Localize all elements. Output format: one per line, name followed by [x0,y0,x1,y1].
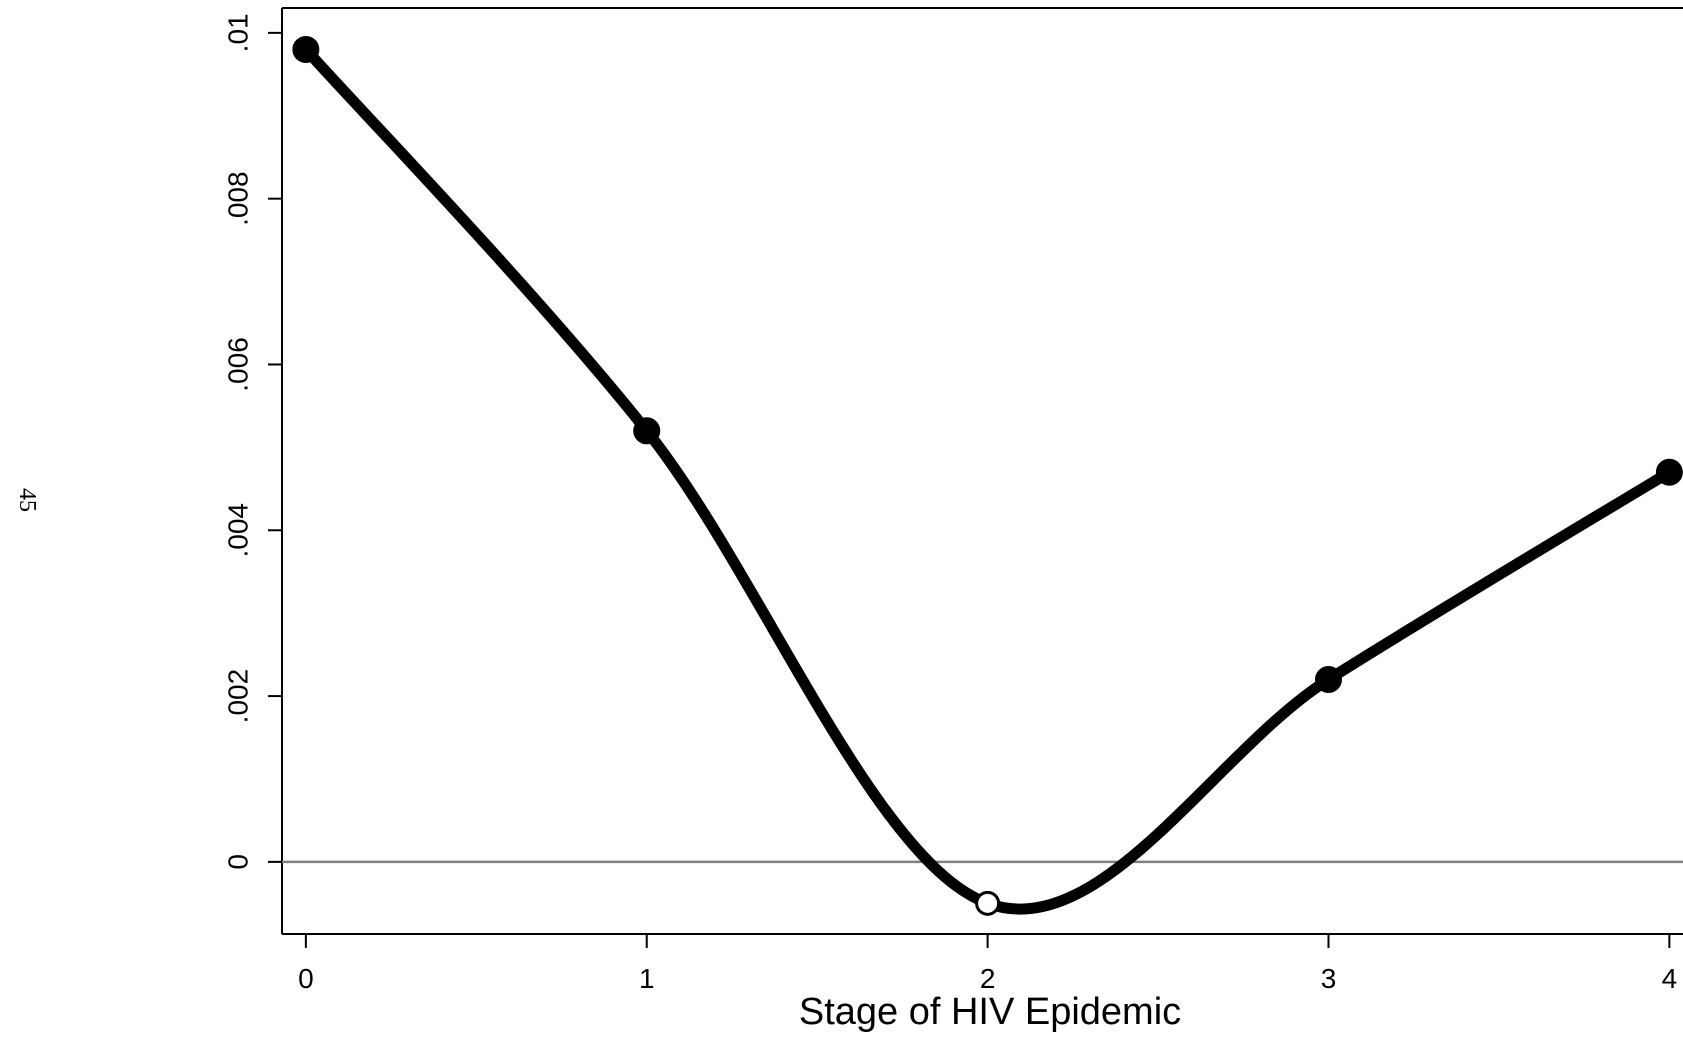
data-point [1314,665,1342,693]
y-tick-label: .004 [222,503,253,558]
x-tick-label: 3 [1321,963,1337,994]
data-point [292,35,320,63]
x-tick-label: 0 [298,963,314,994]
y-tick-label: .008 [222,171,253,226]
data-point [1655,458,1683,486]
x-axis-title: Stage of HIV Epidemic [799,991,1181,1033]
page-number: 45 [14,488,40,512]
line [301,45,1673,915]
x-tick-label: 2 [980,963,996,994]
data-point [975,890,1001,916]
y-tick-label: .002 [222,669,253,724]
y-tick-label: .01 [222,13,253,52]
y-tick-label: .006 [222,337,253,392]
y-tick-label: 0 [222,854,253,870]
data-point [633,417,661,445]
x-tick-label: 4 [1662,963,1678,994]
x-tick-label: 1 [639,963,655,994]
